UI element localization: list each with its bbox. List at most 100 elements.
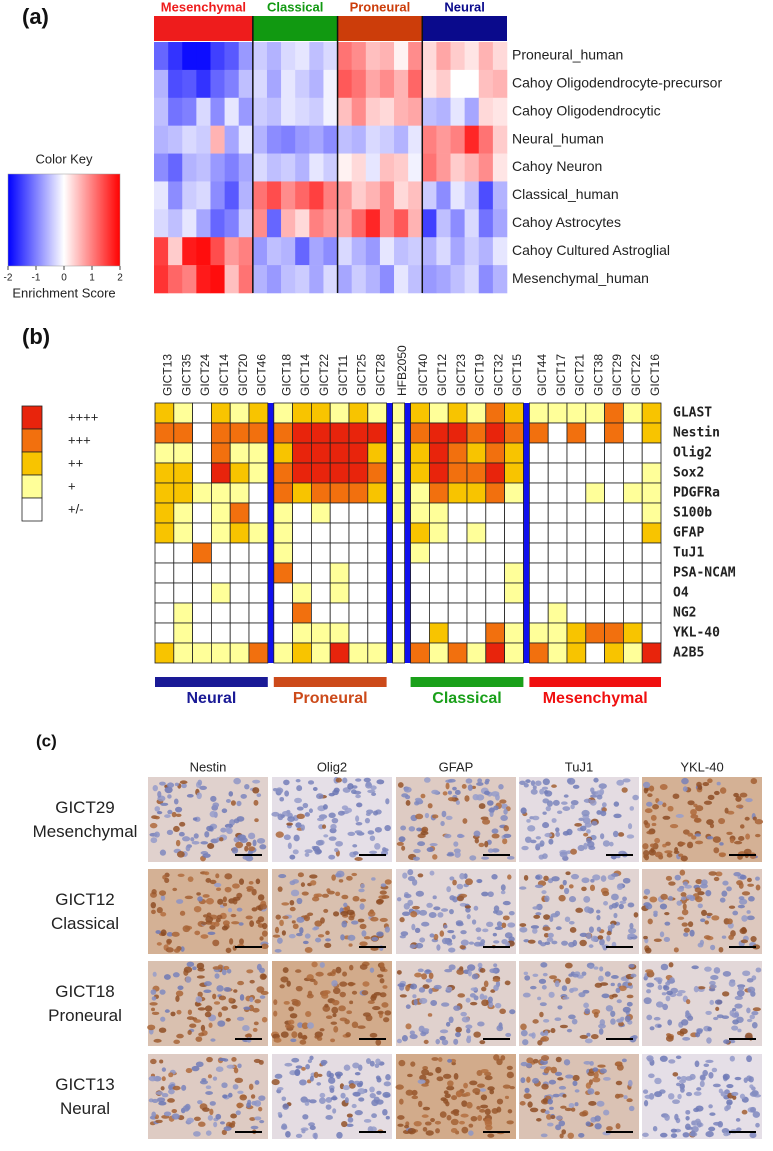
cell-nucleus — [622, 877, 631, 884]
cell-nucleus — [357, 1025, 366, 1029]
cell-nucleus — [443, 924, 448, 929]
grid-cell — [641, 562, 662, 584]
cell-nucleus — [151, 1111, 157, 1118]
cell-nucleus — [594, 1091, 600, 1096]
cell-nucleus — [295, 985, 303, 992]
cell-nucleus — [503, 808, 508, 815]
cell-nucleus — [710, 944, 716, 951]
cell-nucleus — [493, 1054, 500, 1061]
cell-nucleus — [627, 823, 633, 830]
cell-nucleus — [417, 1079, 426, 1084]
cell-nucleus — [315, 839, 324, 846]
grid-cell — [154, 542, 175, 564]
cell-nucleus — [713, 967, 721, 974]
cell-nucleus — [721, 935, 727, 939]
cell-nucleus — [271, 811, 280, 817]
cell-nucleus — [415, 942, 424, 949]
cell-nucleus — [551, 940, 558, 945]
cell-nucleus — [175, 806, 183, 813]
cell-nucleus — [520, 1077, 526, 1084]
cell-nucleus — [329, 1087, 335, 1093]
cell-nucleus — [561, 985, 568, 992]
cell-nucleus — [494, 926, 504, 931]
micrograph-bg — [642, 777, 762, 862]
cell-nucleus — [476, 1105, 481, 1110]
cell-nucleus — [476, 936, 482, 941]
cell-nucleus — [559, 1133, 564, 1139]
group-label: Neural — [187, 690, 237, 707]
cell-nucleus — [542, 822, 550, 829]
cell-nucleus — [346, 1123, 354, 1127]
grid-cell — [229, 602, 250, 624]
cell-nucleus — [422, 1028, 430, 1032]
cell-nucleus — [423, 777, 431, 783]
cell-nucleus — [152, 785, 158, 792]
cell-nucleus — [450, 1127, 458, 1134]
cell-nucleus — [314, 848, 322, 855]
heatmap-cell — [379, 153, 395, 182]
cell-nucleus — [296, 806, 304, 811]
row-label: NG2 — [673, 606, 696, 621]
cell-nucleus — [175, 995, 180, 1002]
cell-nucleus — [319, 1092, 326, 1098]
cell-nucleus — [601, 993, 610, 999]
cell-nucleus — [331, 874, 336, 881]
heatmap-cell — [351, 125, 367, 154]
grid-cell — [641, 402, 662, 424]
heatmap-cell — [379, 97, 395, 126]
heatmap-cell — [154, 209, 169, 238]
cell-nucleus — [542, 798, 550, 804]
heatmap-cell — [224, 265, 240, 294]
cell-nucleus — [590, 878, 595, 883]
cell-nucleus — [486, 921, 494, 928]
cell-nucleus — [341, 1120, 348, 1128]
column-label: GICT20 — [236, 354, 250, 396]
cell-nucleus — [303, 914, 311, 922]
cell-nucleus — [317, 1073, 323, 1078]
key-tick-label: -1 — [32, 273, 41, 284]
cell-nucleus — [704, 966, 712, 972]
cell-nucleus — [504, 980, 511, 986]
grid-cell — [192, 442, 212, 464]
cell-nucleus — [246, 841, 252, 847]
cell-nucleus — [493, 984, 499, 991]
cell-nucleus — [499, 799, 507, 804]
cell-nucleus — [257, 894, 265, 901]
heatmap-cell — [478, 125, 494, 154]
cell-nucleus — [438, 1057, 443, 1062]
grid-cell — [367, 522, 387, 544]
cell-nucleus — [696, 781, 702, 788]
cell-nucleus — [588, 964, 594, 970]
cell-nucleus — [554, 980, 560, 988]
cell-nucleus — [309, 874, 318, 879]
grid-cell — [192, 402, 212, 424]
cell-nucleus — [556, 810, 563, 815]
grid-cell — [529, 622, 549, 644]
cell-nucleus — [672, 1099, 680, 1105]
cell-nucleus — [544, 895, 550, 903]
cell-nucleus — [315, 937, 322, 943]
cell-nucleus — [586, 932, 592, 940]
cell-nucleus — [646, 982, 655, 988]
cell-nucleus — [680, 1075, 688, 1082]
cell-nucleus — [167, 1098, 175, 1103]
cell-nucleus — [304, 1101, 310, 1106]
cell-nucleus — [159, 1059, 164, 1064]
cell-nucleus — [679, 869, 686, 876]
cell-nucleus — [184, 895, 194, 900]
cell-nucleus — [435, 1128, 440, 1134]
cell-nucleus — [414, 797, 422, 802]
heatmap-cell — [295, 42, 310, 71]
cell-nucleus — [691, 1120, 696, 1126]
grid-cell — [447, 482, 468, 504]
cell-nucleus — [445, 782, 450, 790]
row-header: GICT13 — [55, 1075, 115, 1094]
cell-nucleus — [251, 1100, 257, 1106]
heatmap-cell — [323, 125, 338, 154]
cell-nucleus — [574, 1102, 579, 1107]
cell-nucleus — [163, 974, 171, 980]
heatmap-cell — [210, 42, 225, 71]
cell-nucleus — [678, 853, 684, 857]
heatmap-cell — [281, 265, 296, 294]
cell-nucleus — [158, 890, 167, 896]
